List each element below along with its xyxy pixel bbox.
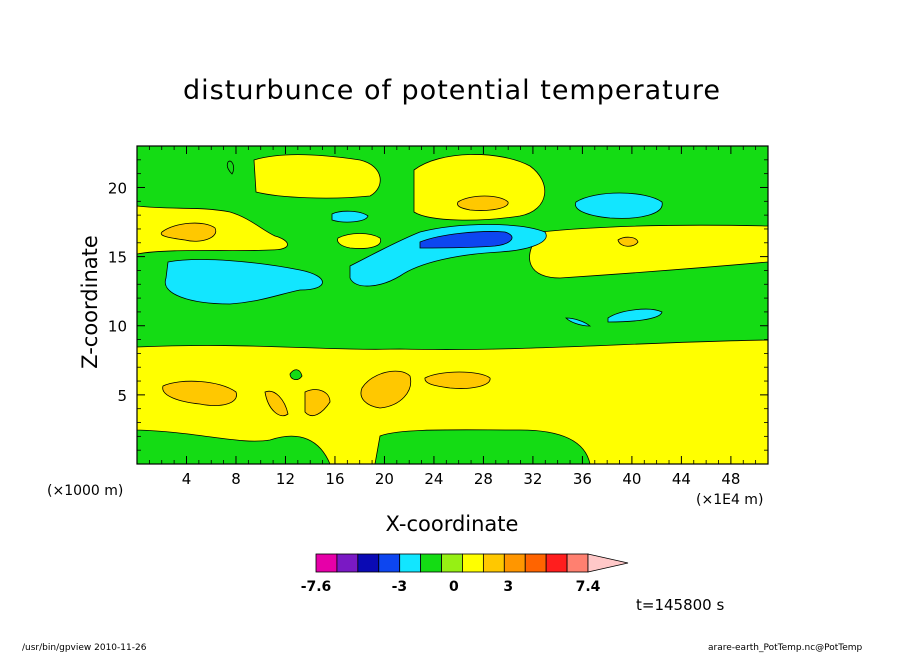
contour-cyan-5: [565, 308, 663, 327]
contour-orange-4: [360, 370, 412, 409]
colorbar-box: [420, 553, 442, 573]
x-tick-label: 28: [474, 470, 493, 488]
contour-green-spots: [226, 160, 303, 380]
x-tick-label: 12: [276, 470, 295, 488]
contour-cyan-3: [575, 192, 663, 219]
contour-orange-6: [264, 389, 331, 417]
colorbar-box: [482, 553, 505, 573]
colorbar-box: [524, 553, 547, 573]
x-tick-label: 48: [721, 470, 740, 488]
x-tick-label: 4: [182, 470, 192, 488]
y-tick-label: 5: [117, 387, 127, 405]
colorbar-tick-label: 7.4: [576, 579, 601, 595]
contour-blue-core: [419, 231, 513, 249]
colorbar-tick-label: 0: [449, 579, 459, 595]
contour-yellow-mid: [337, 233, 382, 249]
x-unit-left: (×1000 m): [47, 483, 124, 499]
contour-yellow-right: [529, 224, 768, 279]
colorbar-tick-label: 3: [503, 579, 513, 595]
x-tick-label: 8: [231, 470, 241, 488]
y-axis-label: Z-coordinate: [78, 235, 102, 369]
y-tick-label: 15: [108, 249, 127, 267]
chart-title: disturbunce of potential temperature: [183, 75, 721, 106]
x-tick-label: 20: [375, 470, 394, 488]
time-label: t=145800 s: [636, 596, 725, 614]
colorbar-arrow: [587, 553, 629, 573]
plot-area: [137, 146, 768, 464]
colorbar-tick-label: -7.6: [301, 579, 332, 595]
colorbar-box: [315, 553, 338, 573]
contour-orange-2: [457, 195, 509, 211]
contour-yellow-top-center: [413, 154, 546, 221]
footer-right: arare-earth_PotTemp.nc@PotTemp: [708, 643, 863, 653]
x-tick-label: 24: [424, 470, 443, 488]
colorbar-box: [357, 553, 380, 573]
colorbar-box: [378, 553, 401, 573]
contour-orange-5: [424, 371, 491, 389]
colorbar-box: [399, 553, 422, 573]
colorbar-tick-label: -3: [392, 579, 408, 595]
y-tick-label: 20: [108, 179, 127, 197]
x-axis-label: X-coordinate: [385, 512, 519, 536]
footer-left: /usr/bin/gpview 2010-11-26: [22, 643, 147, 653]
x-tick-label: 44: [672, 470, 691, 488]
colorbar-box: [503, 553, 526, 573]
contour-orange-7: [617, 236, 639, 247]
x-tick-label: 36: [573, 470, 592, 488]
contour-orange-1: [160, 222, 217, 242]
contour-cyan-1: [164, 259, 323, 305]
colorbar-box: [462, 553, 484, 573]
colorbar-box: [441, 553, 463, 573]
contour-cyan-4: [331, 210, 369, 223]
contour-orange-3: [162, 380, 237, 406]
contour-yellow-top-left: [253, 154, 381, 199]
x-tick-label: 40: [622, 470, 641, 488]
colorbar-box: [545, 553, 568, 573]
x-tick-label: 32: [523, 470, 542, 488]
x-unit-right: (×1E4 m): [696, 492, 764, 508]
colorbar-box: [336, 553, 359, 573]
colorbar: -7.6 -3 0 3 7.4: [301, 553, 629, 595]
y-tick-label: 10: [108, 318, 127, 336]
plot-frame: [136, 145, 769, 465]
colorbar-box: [566, 553, 589, 573]
x-tick-label: 16: [325, 470, 344, 488]
